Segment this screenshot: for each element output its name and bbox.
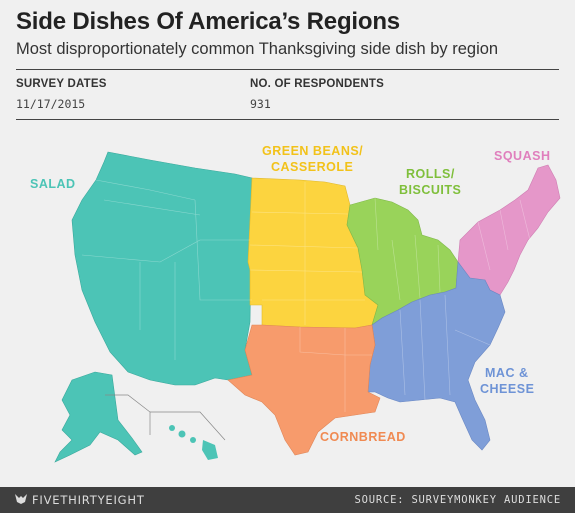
label-cornbread: CORNBREAD — [320, 430, 406, 444]
region-alaska — [54, 371, 143, 463]
label-squash: SQUASH — [494, 149, 550, 163]
respondents-value: 931 — [250, 97, 271, 111]
label-green-beans-line1: GREEN BEANS/ — [262, 144, 363, 158]
fivethirtyeight-fox-icon — [14, 493, 28, 508]
label-mac-line2: CHEESE — [480, 382, 534, 396]
label-mac-line1: MAC & — [485, 366, 528, 380]
brand: FIVETHIRTYEIGHT — [14, 493, 145, 508]
page-title: Side Dishes Of America’s Regions — [16, 8, 400, 35]
state-borders — [81, 179, 531, 412]
label-rolls-line2: BISCUITS — [399, 183, 461, 197]
inset-borders — [105, 394, 226, 441]
region-northeast — [457, 164, 561, 296]
survey-dates-label: SURVEY DATES — [16, 78, 107, 90]
label-green-beans-line2: CASSEROLE — [271, 160, 353, 174]
region-south-central — [227, 324, 381, 456]
us-regions-map: SALAD GREEN BEANS/ CASSEROLE ROLLS/ BISC… — [30, 144, 561, 463]
label-rolls-line1: ROLLS/ — [406, 167, 455, 181]
region-hawaii — [169, 425, 218, 460]
page-subtitle: Most disproportionately common Thanksgiv… — [16, 40, 499, 58]
region-southeast — [367, 261, 506, 451]
brand-name: FIVETHIRTYEIGHT — [32, 493, 145, 507]
respondents-label: NO. OF RESPONDENTS — [250, 78, 384, 90]
footer-bar: FIVETHIRTYEIGHT SOURCE: SURVEYMONKEY AUD… — [0, 487, 575, 513]
bottom-divider — [16, 119, 559, 120]
source-credit: SOURCE: SURVEYMONKEY AUDIENCE — [354, 494, 561, 506]
region-plains — [247, 177, 379, 329]
region-west — [71, 151, 253, 386]
top-divider — [16, 69, 559, 70]
survey-dates-value: 11/17/2015 — [16, 97, 86, 111]
label-salad: SALAD — [30, 177, 76, 191]
